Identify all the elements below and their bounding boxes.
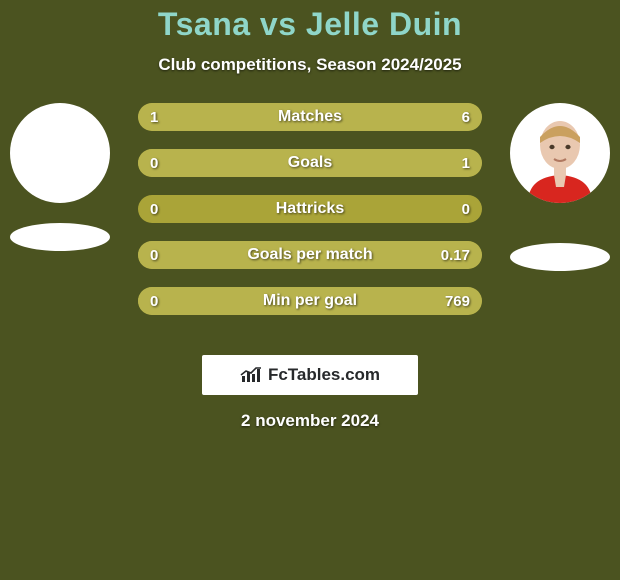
date-text: 2 november 2024 — [0, 411, 620, 431]
player-right-block — [500, 103, 620, 271]
page-title: Tsana vs Jelle Duin — [0, 0, 620, 43]
player-right-avatar — [510, 103, 610, 203]
stat-label: Hattricks — [138, 200, 482, 218]
brand-text: FcTables.com — [268, 365, 380, 385]
stat-row: 16Matches — [138, 103, 482, 131]
brand-badge[interactable]: FcTables.com — [202, 355, 418, 395]
stat-label: Goals — [138, 154, 482, 172]
player-left-block — [0, 103, 120, 251]
stat-row: 01Goals — [138, 149, 482, 177]
content-area: 16Matches 01Goals 00Hattricks 00.17Goals pe… — [0, 103, 620, 343]
stat-row: 00.17Goals per match — [138, 241, 482, 269]
stat-row: 00Hattricks — [138, 195, 482, 223]
subtitle: Club competitions, Season 2024/2025 — [0, 55, 620, 75]
brand-chart-icon — [240, 366, 262, 384]
player-right-club-badge — [510, 243, 610, 271]
player-left-avatar — [10, 103, 110, 203]
stat-label: Min per goal — [138, 292, 482, 310]
stat-label: Matches — [138, 108, 482, 126]
comparison-card: Tsana vs Jelle Duin Club competitions, S… — [0, 0, 620, 580]
player-photo-icon — [510, 103, 610, 203]
stat-row: 0769Min per goal — [138, 287, 482, 315]
stat-label: Goals per match — [138, 246, 482, 264]
stat-bars: 16Matches 01Goals 00Hattricks 00.17Goals pe… — [138, 103, 482, 333]
player-left-club-badge — [10, 223, 110, 251]
